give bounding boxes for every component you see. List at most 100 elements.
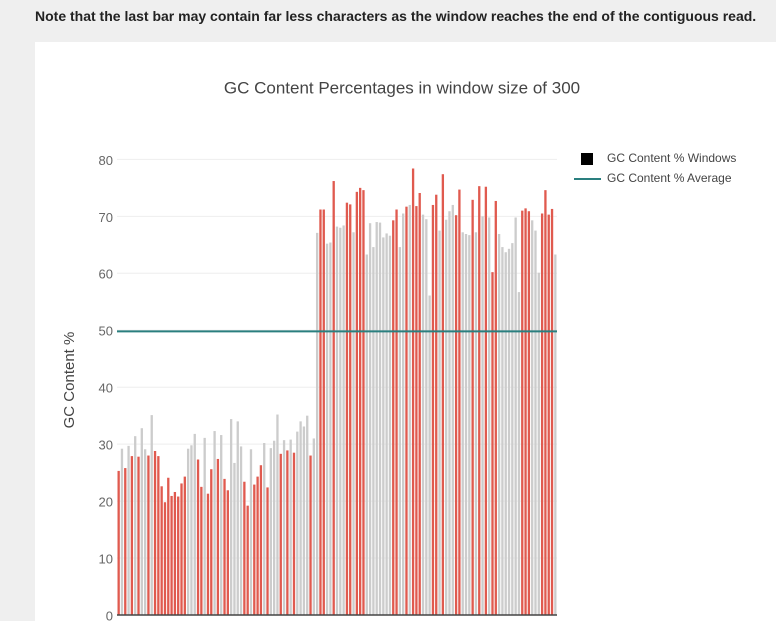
bar: [445, 219, 448, 615]
bar: [289, 439, 292, 615]
bar: [332, 181, 335, 615]
bar: [190, 445, 193, 615]
y-tick-label: 10: [99, 551, 113, 566]
bar: [345, 202, 349, 616]
bar: [435, 194, 438, 615]
bar: [243, 481, 246, 615]
bar: [544, 190, 547, 615]
bar: [223, 478, 226, 615]
bar: [137, 456, 140, 615]
bar: [339, 227, 342, 616]
bar: [382, 237, 385, 615]
bar: [392, 220, 395, 615]
legend-label: GC Content % Average: [607, 171, 732, 185]
bar: [468, 235, 471, 615]
bar: [395, 209, 398, 615]
bar: [216, 458, 220, 615]
y-tick-label: 80: [99, 153, 113, 168]
legend-swatch: [581, 153, 593, 165]
bar: [471, 199, 474, 615]
bar: [408, 204, 411, 615]
bar: [213, 431, 216, 615]
bar: [325, 243, 329, 616]
bar: [335, 226, 339, 615]
bar: [484, 186, 488, 616]
bar: [239, 446, 243, 615]
bar: [478, 186, 481, 615]
bar: [365, 254, 368, 615]
bar: [425, 219, 428, 615]
bar: [431, 204, 435, 615]
bar: [220, 435, 223, 615]
bar: [282, 440, 286, 615]
chart-title: GC Content Percentages in window size of…: [224, 78, 580, 97]
bar: [120, 448, 124, 615]
bar: [134, 436, 137, 615]
bar: [117, 470, 120, 615]
bar: [160, 486, 163, 615]
bar: [127, 445, 130, 615]
bar: [329, 242, 332, 616]
bar: [157, 456, 160, 615]
bar: [491, 272, 494, 615]
bar: [355, 191, 359, 616]
bar: [481, 216, 484, 615]
bar: [362, 190, 365, 615]
bar: [183, 476, 186, 615]
bar: [256, 476, 259, 615]
bar: [299, 421, 302, 615]
bar: [349, 204, 352, 615]
bar: [292, 452, 296, 615]
bar: [259, 465, 263, 615]
y-tick-label: 20: [99, 495, 113, 510]
bar: [193, 433, 196, 615]
bar: [319, 209, 322, 615]
y-axis-title: GC Content %: [61, 332, 78, 429]
bar: [342, 225, 345, 615]
bar: [286, 450, 289, 615]
bar: [249, 449, 253, 615]
bar: [550, 208, 554, 615]
bar: [521, 210, 524, 615]
bar: [405, 206, 408, 615]
bar: [352, 232, 355, 615]
bar: [236, 421, 239, 615]
bar: [448, 211, 451, 615]
bar: [163, 502, 167, 615]
bar: [140, 428, 143, 615]
bar: [464, 233, 468, 615]
bar: [378, 222, 382, 616]
bar: [451, 204, 454, 615]
bar: [276, 414, 279, 615]
bar: [177, 496, 180, 615]
bar: [531, 220, 534, 615]
note-text: Note that the last bar may contain far l…: [35, 8, 757, 24]
bar: [411, 168, 415, 615]
bar: [312, 438, 315, 615]
bar: [124, 468, 127, 615]
bar: [130, 456, 134, 615]
bar: [540, 213, 544, 615]
bar: [511, 243, 514, 616]
bar: [272, 440, 276, 615]
bar: [375, 222, 378, 615]
y-tick-label: 40: [99, 381, 113, 396]
bar: [454, 215, 458, 615]
bar: [537, 272, 540, 615]
bar: [266, 487, 269, 615]
bar: [461, 232, 464, 615]
bar: [302, 426, 306, 615]
bar: [186, 448, 190, 615]
bar: [306, 415, 309, 615]
bar: [504, 252, 507, 615]
bar: [253, 484, 256, 615]
bar: [514, 217, 517, 616]
bar: [147, 455, 150, 615]
legend-label: GC Content % Windows: [607, 151, 736, 165]
bar: [438, 230, 441, 615]
y-tick-label: 0: [106, 608, 113, 621]
bar: [474, 232, 478, 615]
bar: [534, 230, 537, 615]
